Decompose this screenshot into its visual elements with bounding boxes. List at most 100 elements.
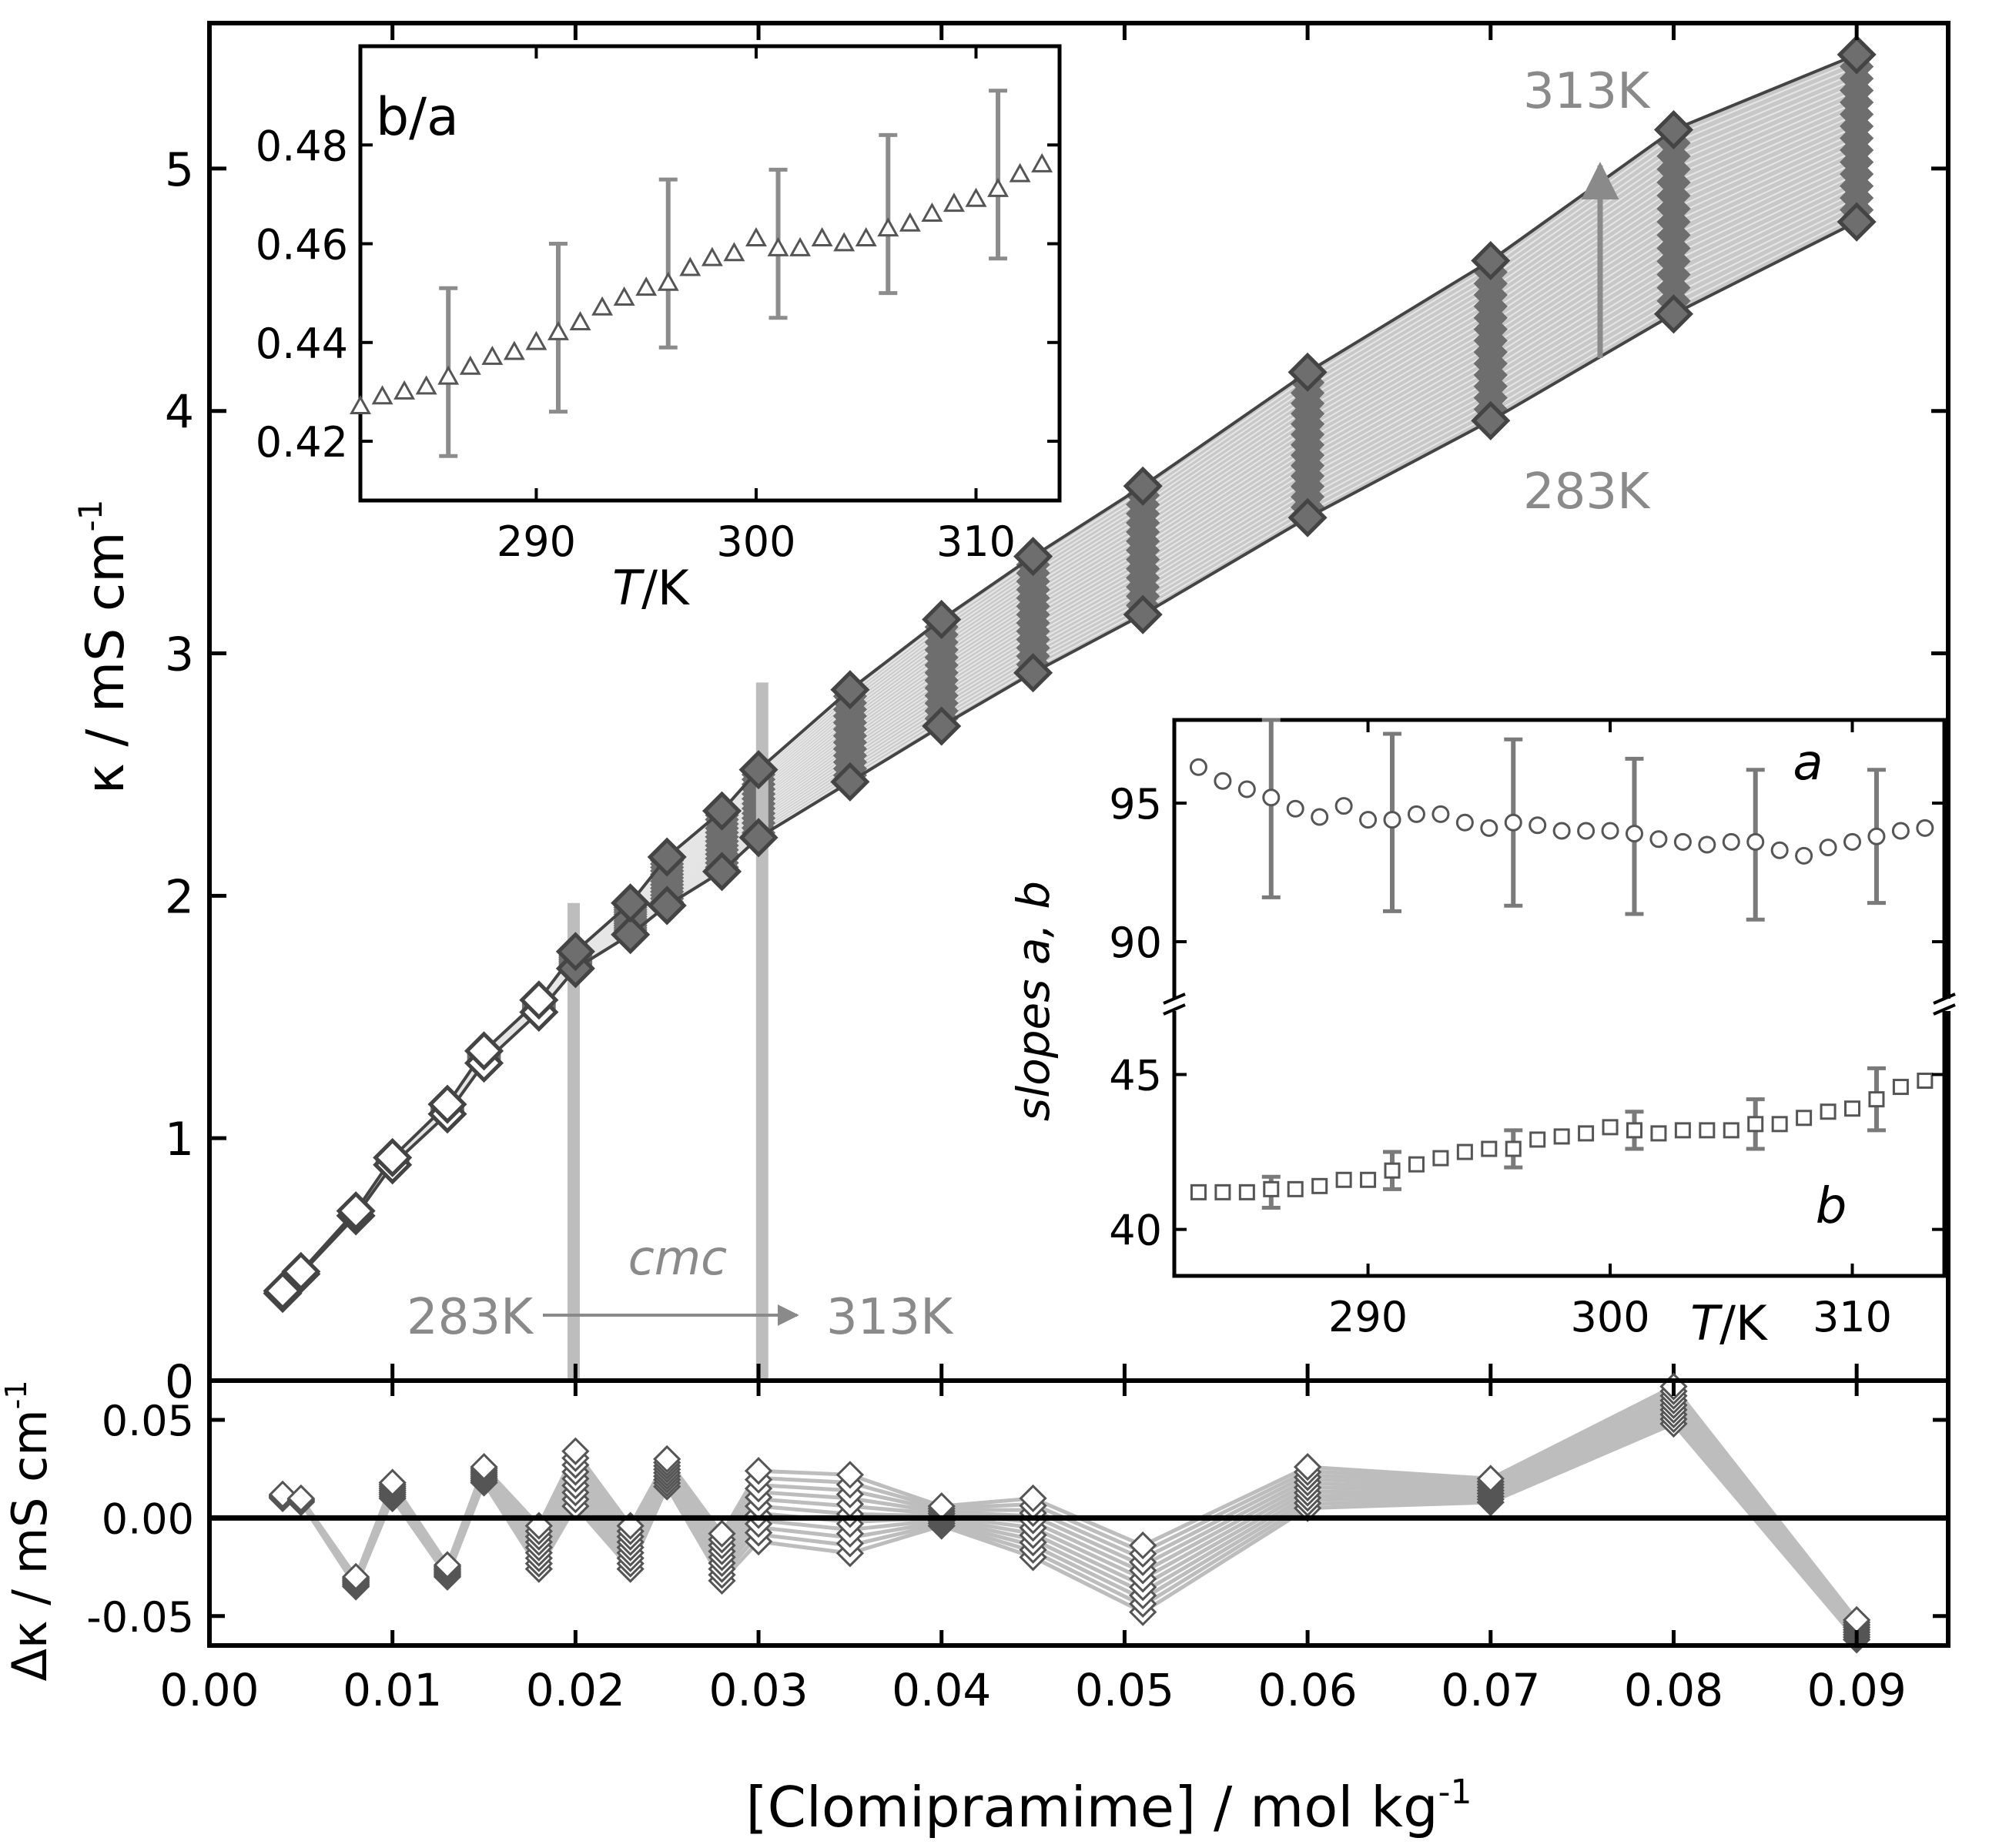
data-point-283k bbox=[1013, 653, 1053, 693]
main-ylabel: κ / mS cm-1 bbox=[72, 500, 136, 795]
slope-b-point bbox=[1868, 1091, 1885, 1108]
residual-point bbox=[1019, 1484, 1047, 1513]
residual-plot-panel: -0.05 0.00 0.05 0.00 0.01 0.02 0.03 0.04 0.05 0.0… bbox=[0, 1372, 1950, 1716]
slope-b-point bbox=[1771, 1116, 1788, 1133]
y-tick-label: 2 bbox=[165, 870, 194, 924]
x-axis-label: [Clomipramime] / mol kg-1 bbox=[745, 1773, 1472, 1840]
slope-b-point bbox=[1529, 1131, 1546, 1148]
x-tick-label: 0.05 bbox=[1075, 1664, 1174, 1716]
x-tick-label: 0.01 bbox=[343, 1664, 442, 1716]
slope-b-point bbox=[1287, 1180, 1304, 1197]
inset-ratio-xlabel: T/K bbox=[612, 560, 690, 616]
cmc-from-label: 283K bbox=[407, 1289, 534, 1346]
slope-b-point bbox=[1190, 1183, 1207, 1200]
residual-point bbox=[835, 1461, 865, 1489]
slope-b-point bbox=[1360, 1171, 1377, 1188]
svg-text:Δκ / mS cm-1: Δκ / mS cm-1 bbox=[0, 1380, 58, 1681]
ratio-point bbox=[657, 271, 679, 291]
data-point-313k bbox=[427, 1084, 467, 1124]
x-tick-label: 0.04 bbox=[892, 1664, 991, 1716]
slope-a-point bbox=[1746, 832, 1765, 851]
residual-point bbox=[708, 1519, 736, 1548]
ratio-point bbox=[745, 227, 767, 247]
y-tick-label: 4 bbox=[165, 386, 194, 440]
inset-slopes-label-a: a bbox=[1793, 735, 1823, 792]
data-point-283k bbox=[647, 886, 687, 926]
ratio-point bbox=[393, 380, 416, 400]
ratio-point bbox=[987, 177, 1010, 197]
inset-ratio-content: 0.42 0.44 0.46 0.48 290 300 310 bbox=[256, 46, 1060, 566]
inset-ratio-x-tick-label: 310 bbox=[936, 517, 1016, 566]
data-point-313k bbox=[1653, 109, 1694, 150]
slope-b-point bbox=[1335, 1171, 1352, 1188]
data-point-283k bbox=[738, 818, 779, 858]
ratio-point bbox=[833, 232, 856, 252]
data-point-283k bbox=[830, 762, 870, 802]
residual-y-tick-label: -0.05 bbox=[86, 1593, 194, 1642]
residual-point bbox=[1476, 1465, 1505, 1493]
ratio-point bbox=[811, 227, 833, 247]
data-point-313k bbox=[281, 1251, 321, 1291]
y-tick-label: 3 bbox=[165, 628, 194, 682]
ratio-point bbox=[635, 276, 658, 296]
slope-b-point bbox=[1238, 1183, 1255, 1200]
residual-point bbox=[1293, 1452, 1322, 1481]
ratio-point bbox=[569, 311, 591, 331]
ratio-point bbox=[481, 345, 504, 365]
slope-a-point bbox=[1334, 797, 1353, 815]
ratio-point bbox=[613, 286, 635, 306]
cmc-label: cmc bbox=[628, 1230, 728, 1286]
slope-a-point bbox=[1601, 822, 1619, 840]
data-point-283k bbox=[1653, 294, 1694, 334]
slope-a-point bbox=[1237, 780, 1256, 798]
ratio-point bbox=[547, 320, 569, 340]
ratio-point bbox=[350, 395, 371, 415]
inset-slopes-x-tick-label: 300 bbox=[1570, 1293, 1649, 1341]
residual-point bbox=[744, 1457, 773, 1485]
residual-point bbox=[342, 1562, 370, 1591]
ratio-point bbox=[459, 355, 481, 375]
residual-point bbox=[524, 1512, 553, 1540]
residual-point bbox=[1129, 1531, 1157, 1560]
ratio-point bbox=[723, 242, 745, 262]
cmc-to-label: 313K bbox=[826, 1289, 954, 1346]
ratio-point bbox=[965, 187, 987, 207]
data-point-313k bbox=[738, 750, 779, 790]
x-tick-label: 0.08 bbox=[1624, 1664, 1723, 1716]
residual-point bbox=[433, 1551, 462, 1579]
residual-point bbox=[286, 1484, 315, 1513]
x-tick-label: 0.02 bbox=[526, 1664, 625, 1716]
ratio-point bbox=[943, 192, 965, 213]
inset-slopes-x-tick-label: 290 bbox=[1328, 1293, 1408, 1341]
inset-ratio-x-tick-label: 290 bbox=[497, 517, 576, 566]
x-tick-label: 0.03 bbox=[708, 1664, 808, 1716]
data-point-313k bbox=[336, 1191, 376, 1231]
inset-slopes-panel: 90 95 40 45 290 300 310 a b slopes a, b T/K bbox=[1007, 718, 1956, 1351]
inset-slopes-label-b: b bbox=[1816, 1178, 1847, 1235]
slope-b-point bbox=[1626, 1122, 1642, 1139]
svg-text:slopes a, b: slopes a, b bbox=[1007, 881, 1060, 1121]
data-point-313k bbox=[1013, 537, 1053, 577]
inset-slopes-y-tick-label: 95 bbox=[1109, 780, 1162, 829]
data-point-283k bbox=[922, 706, 962, 746]
slope-b-point bbox=[1602, 1119, 1619, 1136]
data-point-313k bbox=[464, 1031, 504, 1071]
data-points bbox=[263, 35, 1877, 1314]
residual-y-tick-label: 0.00 bbox=[102, 1495, 194, 1543]
data-point-313k bbox=[1287, 352, 1328, 392]
slope-b-point bbox=[1456, 1143, 1473, 1160]
ratio-point bbox=[855, 227, 877, 247]
slope-b-point bbox=[1844, 1100, 1861, 1117]
data-point-313k bbox=[263, 1270, 303, 1311]
data-point-313k bbox=[373, 1137, 413, 1177]
slope-b-point bbox=[1820, 1103, 1837, 1120]
residual-frame bbox=[207, 1378, 1950, 1648]
slope-a-point bbox=[1625, 825, 1643, 843]
slope-a-point bbox=[1529, 816, 1547, 835]
inset-ratio-y-tick-label: 0.46 bbox=[256, 221, 348, 270]
residual-points bbox=[268, 1372, 1871, 1654]
slope-a-point bbox=[1407, 805, 1425, 823]
inset-slopes-xlabel: T/K bbox=[1690, 1295, 1768, 1351]
